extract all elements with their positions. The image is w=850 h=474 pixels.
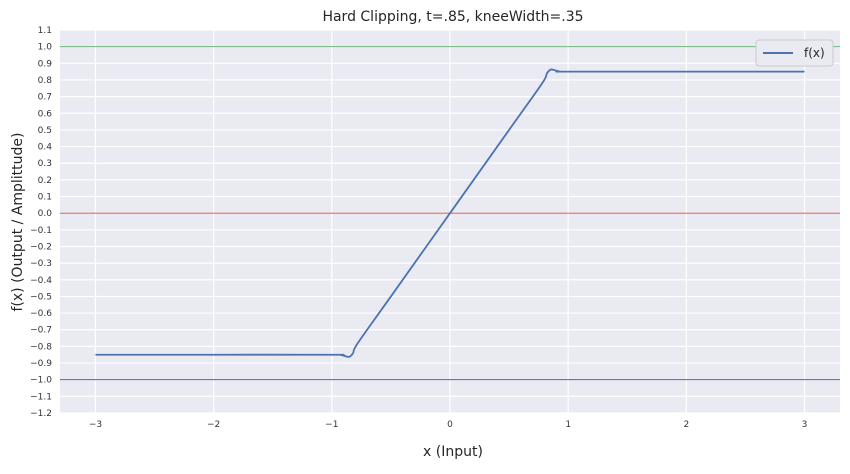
y-tick-label-0: −1.2 (30, 409, 52, 419)
y-tick-label-18: 0.6 (38, 109, 53, 119)
x-axis-label: x (Input) (423, 444, 483, 460)
y-tick-labels: −1.2 −1.1 −1.0 −0.9 −0.8 −0.7 −0.6 −0.5 −0.4 −0.3… (30, 26, 52, 419)
y-tick-label-23: 1.1 (38, 26, 52, 36)
x-tick-label-6: 3 (802, 420, 808, 430)
series-lines (95, 68, 805, 358)
x-tick-label-3: 0 (447, 420, 453, 430)
y-tick-label-19: 0.7 (38, 93, 52, 103)
legend-box (755, 39, 834, 67)
chart-title: Hard Clipping, t=.85, kneeWidth=.35 (322, 9, 583, 25)
y-tick-label-3: −0.9 (30, 359, 52, 369)
y-tick-label-2: −1.0 (30, 376, 52, 386)
y-tick-label-20: 0.8 (38, 76, 53, 86)
y-tick-label-10: −0.2 (30, 242, 52, 252)
series-line-0 (95, 68, 805, 358)
x-tick-label-5: 2 (683, 420, 689, 430)
x-tick-label-2: −1 (325, 420, 338, 430)
x-tick-labels: −3 −2 −1 0 1 2 3 (89, 420, 808, 430)
y-tick-label-14: 0.2 (38, 176, 52, 186)
y-tick-label-12: 0.0 (38, 209, 53, 219)
y-tick-label-22: 1.0 (38, 43, 53, 53)
legend-label-f-x: f(x) (804, 46, 825, 60)
y-axis-label: f(x) (Output / Amplittude) (10, 133, 26, 312)
y-tick-label-7: −0.5 (30, 292, 52, 302)
y-tick-label-8: −0.4 (30, 276, 52, 286)
y-tick-label-9: −0.3 (30, 259, 52, 269)
y-tick-label-1: −1.1 (30, 392, 52, 402)
x-tick-label-0: −3 (89, 420, 102, 430)
y-tick-label-13: 0.1 (38, 193, 52, 203)
y-tick-label-16: 0.4 (38, 143, 53, 153)
y-tick-label-6: −0.6 (30, 309, 52, 319)
y-tick-label-5: −0.7 (30, 326, 52, 336)
y-tick-label-17: 0.5 (38, 126, 52, 136)
x-tick-label-4: 1 (565, 420, 571, 430)
y-tick-label-11: −0.1 (30, 226, 52, 236)
y-tick-label-4: −0.8 (30, 342, 52, 352)
x-tick-label-1: −2 (207, 420, 220, 430)
legend: f(x) (755, 39, 834, 67)
y-tick-label-15: 0.3 (38, 159, 52, 169)
y-tick-label-21: 0.9 (38, 59, 53, 69)
